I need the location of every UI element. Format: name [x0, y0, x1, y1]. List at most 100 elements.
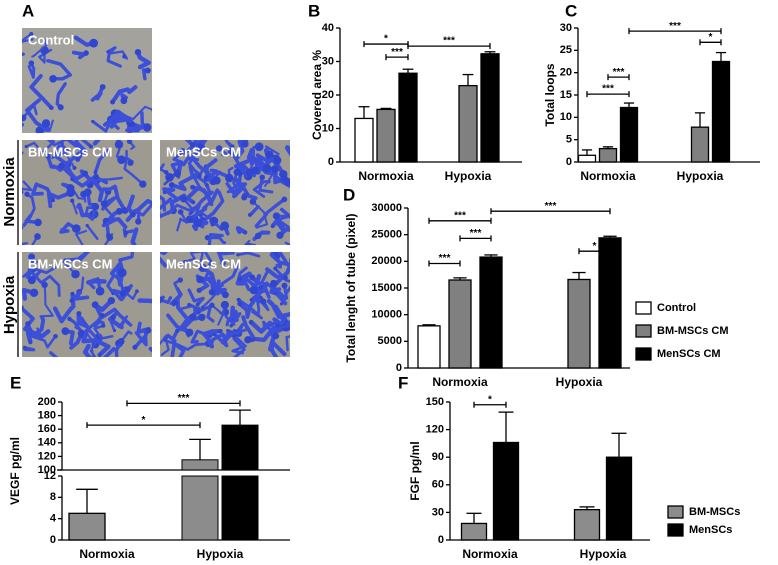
y-tick-label: 20: [322, 89, 334, 101]
cell-network: [217, 146, 228, 157]
significance-label: ***: [178, 393, 190, 404]
legend-label: Control: [657, 302, 696, 314]
panel-letter: C: [565, 1, 577, 20]
y-tick-label: 4: [50, 513, 57, 525]
cell-cluster: [41, 281, 48, 289]
cell-network: [132, 203, 152, 224]
y-tick-label: 180: [38, 410, 56, 422]
cell-cluster: [32, 269, 36, 273]
cell-network: [237, 298, 263, 320]
cell-cluster: [249, 198, 257, 205]
cell-cluster: [171, 299, 178, 306]
cell-cluster: [49, 105, 54, 111]
cell-cluster: [85, 223, 89, 228]
y-tick-label: 0: [328, 156, 334, 168]
cell-network: [130, 227, 139, 245]
cell-network: [160, 197, 173, 211]
cell-cluster: [276, 231, 284, 239]
bar: [479, 256, 503, 369]
bar: [492, 441, 520, 541]
bar: [690, 126, 710, 163]
cell-cluster: [0, 249, 7, 256]
cell-cluster: [196, 287, 202, 293]
cell-cluster: [67, 316, 72, 322]
cell-network: [166, 313, 192, 335]
significance-label: ***: [613, 67, 625, 78]
cell-cluster: [80, 190, 88, 198]
cell-network: [22, 122, 24, 128]
y-tick-label: 15000: [371, 282, 402, 294]
legend-swatch: [635, 347, 652, 361]
cell-network: [29, 74, 54, 110]
cell-network: [273, 267, 290, 294]
cell-cluster: [115, 207, 123, 215]
cell-cluster: [245, 168, 254, 176]
cell-network: [225, 312, 242, 328]
cell-network: [226, 328, 248, 335]
cell-cluster: [41, 119, 51, 128]
bar: [181, 459, 219, 471]
cell-cluster: [175, 328, 180, 334]
cell-cluster: [226, 328, 230, 333]
micrograph: [160, 252, 290, 357]
significance-label: ***: [443, 36, 455, 47]
cell-cluster: [196, 143, 205, 152]
cell-cluster: [106, 50, 110, 54]
cell-network: [59, 222, 79, 234]
y-axis-title: Total loops: [543, 63, 557, 126]
cell-network: [40, 140, 68, 155]
cell-cluster: [72, 165, 77, 170]
cell-cluster: [198, 263, 207, 273]
cell-cluster: [144, 67, 151, 74]
cell-network: [75, 229, 88, 245]
panel-letter: D: [343, 185, 355, 204]
cell-network: [86, 319, 105, 343]
cell-cluster: [165, 172, 174, 182]
cell-cluster: [83, 50, 89, 56]
cell-cluster: [71, 269, 80, 279]
cell-network: [255, 153, 280, 166]
cell-cluster: [225, 173, 233, 181]
significance-label: *: [384, 34, 388, 45]
cell-network: [71, 50, 89, 60]
cell-network: [185, 140, 208, 153]
bar: [458, 84, 478, 163]
cell-cluster: [49, 74, 57, 83]
cell-cluster: [208, 288, 216, 296]
cell-cluster: [230, 144, 235, 149]
cell-cluster: [272, 332, 280, 340]
cell-cluster: [145, 327, 152, 334]
cell-cluster: [282, 275, 288, 281]
cell-network: [166, 329, 179, 343]
panel-letter: E: [10, 373, 21, 392]
cell-cluster: [185, 215, 194, 224]
cell-network: [25, 315, 46, 338]
cell-network: [270, 218, 287, 233]
cell-cluster: [0, 60, 7, 67]
cell-cluster: [221, 291, 229, 299]
bar: [598, 147, 618, 163]
significance-label: ***: [391, 47, 403, 58]
y-tick-label: 10: [322, 122, 334, 134]
cell-cluster: [272, 212, 281, 220]
cell-cluster: [187, 302, 192, 307]
y-tick-label: 120: [426, 424, 444, 436]
cell-cluster: [191, 200, 195, 204]
cell-cluster: [245, 243, 252, 245]
cell-network: [200, 199, 216, 223]
bar: [354, 117, 374, 163]
legend-swatch: [667, 523, 684, 537]
cell-cluster: [177, 277, 184, 283]
cell-cluster: [126, 140, 133, 145]
cell-cluster: [76, 311, 82, 317]
cell-network: [25, 141, 39, 149]
y-tick-label: 0: [396, 362, 402, 374]
cell-network: [184, 140, 198, 147]
cell-network: [190, 185, 220, 205]
micrograph: [0, 140, 152, 256]
significance-label: *: [709, 32, 713, 43]
cell-network: [25, 192, 36, 221]
cell-cluster: [212, 176, 221, 185]
cell-cluster: [227, 147, 235, 156]
cell-cluster: [236, 297, 241, 302]
